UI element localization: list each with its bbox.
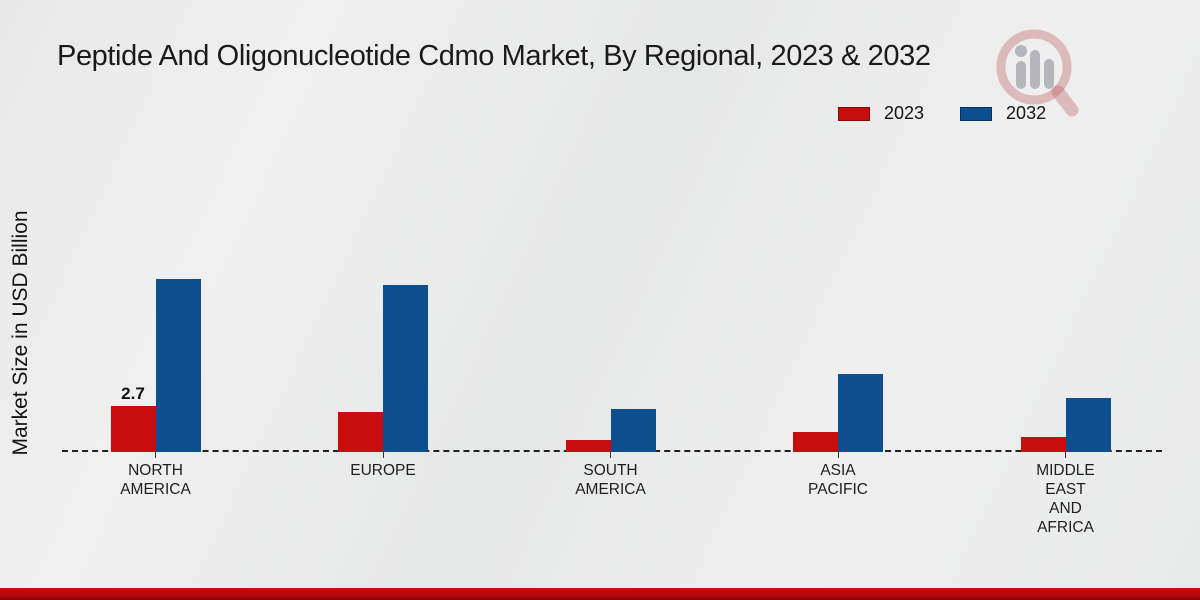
axis-category-label-south-america: SOUTH AMERICA — [575, 462, 646, 498]
bar-2032-north-america — [155, 279, 201, 452]
bar-2023-asia-pacific — [793, 432, 838, 452]
legend-item-2023: 2023 — [838, 103, 924, 124]
bar-2032-south-america — [610, 409, 656, 452]
axis-tick-south-america — [610, 452, 611, 458]
axis-tick-asia-pacific — [837, 452, 839, 458]
axis-tick-middle-east-and-africa — [1065, 452, 1066, 458]
bar-2032-middle-east-and-africa — [1065, 398, 1111, 452]
axis-category-label-asia-pacific: ASIA PACIFIC — [808, 462, 868, 498]
legend-swatch-2023 — [838, 106, 870, 121]
axis-tick-north-america — [155, 452, 156, 458]
legend-label: 2032 — [1006, 103, 1047, 123]
bar-2023-south-america — [565, 440, 611, 452]
axis-category-label-middle-east-and-africa: MIDDLE EAST AND AFRICA — [1036, 462, 1095, 536]
page-title: Peptide And Oligonucleotide Cdmo Market,… — [57, 40, 931, 72]
magnifier-bar-chart-logo-icon — [996, 29, 1079, 117]
axis-category-label-europe: EUROPE — [350, 462, 416, 479]
footer-red-band — [0, 588, 1200, 600]
bar-2032-asia-pacific — [838, 374, 883, 452]
bar-value-label-2023-north-america: 2.7 — [121, 384, 145, 403]
legend: 2023 2032 — [838, 103, 1046, 124]
axis-tick-europe — [382, 452, 384, 458]
legend-label: 2023 — [884, 103, 925, 123]
bar-2032-europe — [383, 285, 428, 452]
axis-category-label-north-america: NORTH AMERICA — [120, 462, 191, 498]
bar-2023-north-america — [110, 406, 156, 452]
legend-item-2032: 2032 — [960, 103, 1046, 124]
legend-swatch-2032 — [960, 106, 993, 121]
bar-2023-middle-east-and-africa — [1020, 437, 1066, 452]
bar-2023-europe — [338, 412, 383, 452]
